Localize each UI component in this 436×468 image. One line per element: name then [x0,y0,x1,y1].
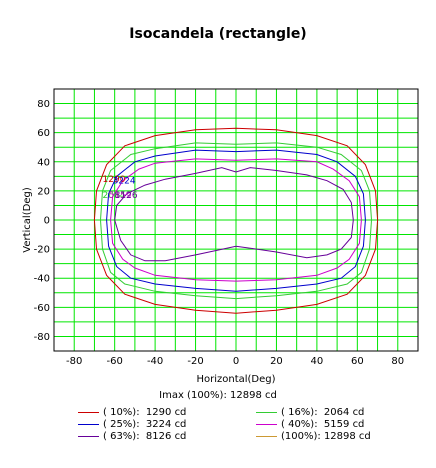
legend-label: ( 63%): 8126 cd [103,431,187,442]
x-axis-label: Horizontal(Deg) [196,374,275,385]
x-tick-label: 20 [270,356,283,367]
legend-swatch [78,412,99,413]
y-axis-label: Vertical(Deg) [22,187,33,253]
x-tick-label: 0 [233,356,239,367]
legend-label: ( 16%): 2064 cd [281,407,365,418]
isocandela-curve [106,149,366,292]
x-tick-label: -80 [66,356,82,367]
tick-labels-layer: -80 -60 -40 -20 0 20 40 60 80 80 60 40 20 0 -20 -40 -60 -… [34,99,404,367]
curve-value-label: 5159 [109,191,132,201]
y-tick-label: 40 [37,157,50,168]
legend-item: ( 10%): 1290 cd [78,407,186,418]
isocandela-curve [114,167,354,262]
x-tick-label: -40 [147,356,163,367]
legend-swatch [256,412,277,413]
y-tick-label: -80 [34,332,50,343]
legend-label: (100%): 12898 cd [281,431,371,442]
y-tick-label: 60 [37,128,50,139]
isocandela-curve [110,158,362,282]
curve-value-label: 2064 [103,191,126,201]
plot-border [53,88,419,352]
plot-frame [53,88,419,352]
curve-value-label: 3224 [113,177,136,187]
legend-swatch [78,424,99,425]
legend-item: ( 16%): 2064 cd [256,407,364,418]
curve-value-label: 8126 [115,191,138,201]
legend-swatch [78,436,99,437]
isocandela-curve [93,127,379,314]
legend-item: (100%): 12898 cd [256,431,371,442]
x-tick-label: 60 [351,356,364,367]
legend-item: ( 40%): 5159 cd [256,419,364,430]
legend-label: ( 40%): 5159 cd [281,419,365,430]
y-tick-label: 0 [44,216,50,227]
isocandela-curve [100,142,373,300]
x-tick-label: 40 [311,356,324,367]
chart-title: Isocandela (rectangle) [129,26,307,42]
legend-swatch [256,436,277,437]
curve-value-label: 1290 [103,175,126,185]
y-tick-label: 80 [37,99,50,110]
curves-layer [93,127,379,314]
y-tick-label: -60 [34,303,50,314]
y-tick-label: -40 [34,274,50,285]
y-tick-label: 20 [37,186,50,197]
y-tick-label: -20 [34,245,50,256]
imax-label: Imax (100%): 12898 cd [159,390,277,401]
x-tick-label: -20 [187,356,203,367]
legend-item: ( 25%): 3224 cd [78,419,186,430]
legend-swatch [256,424,277,425]
legend-label: ( 10%): 1290 cd [103,407,187,418]
legend-label: ( 25%): 3224 cd [103,419,187,430]
x-tick-label: -60 [106,356,122,367]
legend-item: ( 63%): 8126 cd [78,431,186,442]
x-tick-label: 80 [391,356,404,367]
